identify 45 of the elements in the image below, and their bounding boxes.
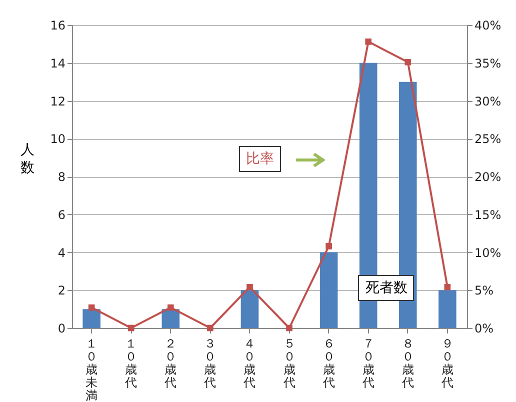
series-label: 死者数 — [358, 274, 414, 301]
point — [444, 284, 451, 290]
bar — [82, 309, 100, 328]
y-tick-label: 2 — [58, 284, 66, 298]
point — [404, 58, 412, 66]
point — [207, 324, 214, 332]
x-tick-label: ２０歳代 — [164, 336, 177, 390]
x-tick-label: ５０歳代 — [282, 336, 296, 390]
bar — [320, 252, 338, 328]
y-tick-label: 10 — [50, 132, 66, 146]
x-tick-label: ８０歳代 — [400, 336, 414, 390]
x-tick-label: ７０歳代 — [361, 336, 374, 390]
x-tick-label: ４０歳代 — [242, 336, 256, 390]
y-tick-label: 6 — [58, 208, 66, 222]
y-tick-label: 0 — [58, 322, 66, 336]
x-tick-label: ３０歳代 — [203, 336, 216, 390]
y2-tick-label: 0% — [474, 322, 494, 336]
point — [128, 324, 134, 332]
bar — [240, 290, 259, 328]
y2-tick-label: 35% — [474, 56, 502, 70]
point — [326, 243, 332, 250]
text: 比率 — [238, 146, 281, 172]
point — [365, 38, 372, 45]
y2-tick-label: 25% — [474, 132, 502, 146]
x-tick-label: ６０歳代 — [322, 336, 335, 390]
y2-tick-label: 5% — [474, 284, 494, 298]
y2-tick-label: 10% — [474, 246, 502, 260]
y-axis-title: 人数 — [20, 142, 34, 176]
x-tick-label: ９０歳代 — [440, 336, 454, 390]
y-tick-label: 16 — [50, 18, 66, 32]
y2-tick-label: 30% — [474, 94, 502, 108]
y-tick-label: 8 — [58, 170, 66, 184]
x-tick-label: １０歳代 — [124, 336, 138, 390]
x-tick-label: １０歳未満 — [86, 336, 98, 402]
y2-tick-label: 40% — [474, 18, 502, 32]
y2-tick-label: 15% — [474, 208, 502, 222]
point — [246, 284, 253, 290]
y-tick-label: 4 — [58, 246, 66, 260]
y-tick-label: 12 — [50, 94, 66, 108]
bar — [438, 290, 456, 328]
point — [88, 304, 95, 311]
point — [286, 324, 292, 332]
y-tick-label: 14 — [50, 56, 66, 70]
point — [167, 304, 174, 311]
y2-tick-label: 20% — [474, 170, 502, 184]
